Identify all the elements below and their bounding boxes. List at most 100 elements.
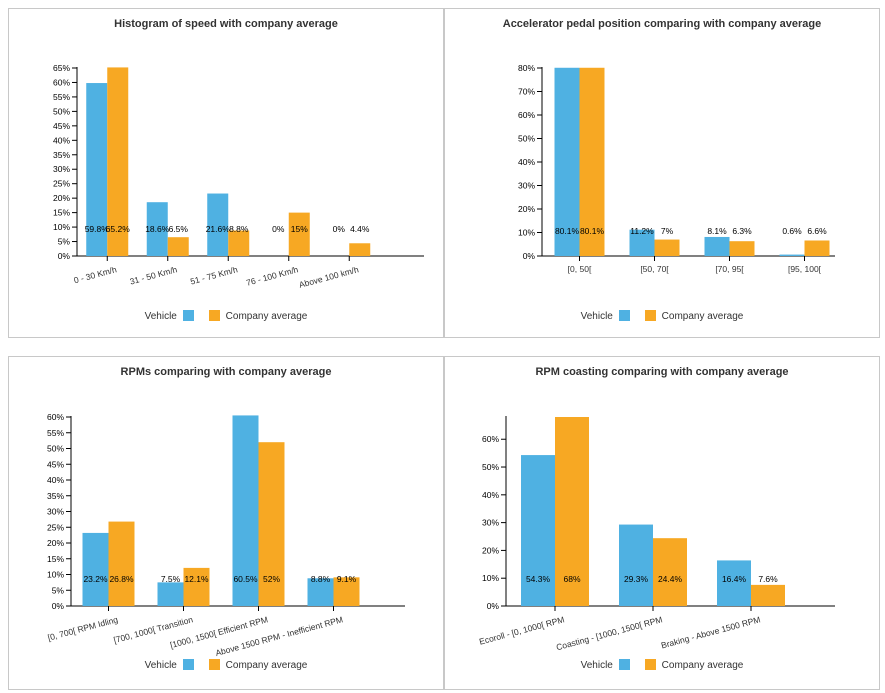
- y-tick-label: 20%: [518, 204, 535, 214]
- data-label: 8.8%: [229, 224, 249, 234]
- data-label: 6.5%: [169, 224, 189, 234]
- y-tick-label: 55%: [47, 428, 64, 438]
- x-tick-label: Ecoroll - [0, 1000[ RPM: [478, 614, 565, 646]
- data-label: 26.8%: [109, 574, 134, 584]
- y-tick-label: 10%: [47, 570, 64, 580]
- data-label: 0%: [272, 224, 285, 234]
- data-label: 80.1%: [555, 226, 580, 236]
- legend-label: Company average: [661, 660, 744, 671]
- bar-vehicle: [619, 524, 653, 606]
- bar-vehicle: [521, 455, 555, 606]
- chart-svg: 0% 5% 10% 15% 20% 25% 30% 35% 40% 45% 50% 55% 60% 23.…: [47, 412, 405, 658]
- y-tick-label: 30%: [518, 181, 535, 191]
- bar-company: [333, 577, 360, 606]
- legend-swatch-company: [208, 310, 220, 321]
- legend-label: Vehicle: [580, 660, 613, 671]
- bar-vehicle: [629, 229, 655, 256]
- legend-swatch-vehicle: [182, 659, 194, 670]
- data-label: 0.6%: [782, 226, 802, 236]
- data-label: 7.6%: [758, 574, 778, 584]
- bar-company: [108, 521, 135, 606]
- y-tick-label: 45%: [53, 121, 70, 131]
- data-label: 59.8%: [85, 224, 110, 234]
- x-tick-label: [95, 100[: [788, 264, 822, 274]
- bar-vehicle: [232, 415, 259, 606]
- data-label: 23.2%: [83, 574, 108, 584]
- y-tick-label: 0%: [52, 601, 65, 611]
- y-tick-label: 40%: [53, 135, 70, 145]
- data-label: 9.1%: [337, 574, 357, 584]
- x-tick-label: [0, 700[ RPM Idling: [47, 614, 120, 642]
- bar-vehicle: [554, 67, 580, 256]
- legend-swatch-company: [644, 659, 656, 670]
- legend-swatch-company: [208, 659, 220, 670]
- y-tick-label: 20%: [53, 193, 70, 203]
- y-tick-label: 40%: [518, 157, 535, 167]
- x-tick-label: Coasting - [1000, 1500[ RPM: [555, 614, 663, 652]
- bar-vehicle: [146, 202, 168, 256]
- data-label: 6.3%: [732, 226, 752, 236]
- legend: Vehicle Company average: [9, 659, 443, 671]
- data-label: 15%: [291, 224, 308, 234]
- x-tick-label: Above 100 km/h: [298, 264, 360, 290]
- data-label: 21.6%: [206, 224, 231, 234]
- bar-company: [579, 67, 605, 256]
- bar-company: [183, 567, 210, 606]
- bar-company: [167, 237, 189, 256]
- legend-item-vehicle[interactable]: Vehicle: [581, 659, 630, 671]
- y-tick-label: 50%: [47, 444, 64, 454]
- y-tick-label: 30%: [47, 507, 64, 517]
- y-tick-label: 0%: [487, 601, 500, 611]
- y-tick-label: 40%: [47, 475, 64, 485]
- data-label: 18.6%: [145, 224, 170, 234]
- data-label: 8.1%: [707, 226, 727, 236]
- y-tick-label: 60%: [518, 110, 535, 120]
- chart-panel-rpm-coasting: RPM coasting comparing with company aver…: [444, 356, 880, 690]
- y-tick-label: 55%: [53, 92, 70, 102]
- legend-item-company[interactable]: Company average: [644, 310, 743, 322]
- legend-label: Company average: [225, 660, 308, 671]
- chart-svg: 0% 10% 20% 30% 40% 50% 60% 70% 80% 80.1% 80.1% [0, …: [518, 63, 835, 274]
- data-label: 65.2%: [106, 224, 131, 234]
- legend-item-company[interactable]: Company average: [208, 310, 308, 322]
- chart-svg: 0% 5% 10% 15% 20% 25% 30% 35% 40% 45% 50% 55% 60% 65%…: [53, 63, 424, 290]
- legend-label: Company average: [225, 311, 308, 322]
- y-tick-label: 10%: [518, 228, 535, 238]
- legend-label: Vehicle: [144, 660, 177, 671]
- bar-vehicle: [207, 193, 229, 256]
- bar-vehicle: [307, 578, 334, 606]
- x-tick-label: [70, 95[: [715, 264, 744, 274]
- chart-panel-speed: Histogram of speed with company average …: [8, 8, 444, 338]
- chart-title: Histogram of speed with company average: [114, 18, 338, 30]
- bar-company: [751, 584, 785, 606]
- y-tick-label: 50%: [518, 134, 535, 144]
- y-tick-label: 30%: [53, 164, 70, 174]
- data-label: 8.8%: [311, 574, 331, 584]
- y-tick-label: 80%: [518, 63, 535, 73]
- bar-vehicle: [717, 560, 751, 606]
- bar-vehicle: [82, 532, 109, 606]
- data-label: 4.4%: [350, 224, 370, 234]
- legend-label: Vehicle: [580, 311, 613, 322]
- data-label: 68%: [563, 574, 580, 584]
- legend: Vehicle Company average: [9, 310, 443, 322]
- bar-company: [228, 230, 250, 256]
- legend: Vehicle Company average: [445, 659, 879, 671]
- legend-item-vehicle[interactable]: Vehicle: [145, 310, 194, 322]
- legend-item-company[interactable]: Company average: [644, 659, 744, 671]
- data-label: 29.3%: [624, 574, 649, 584]
- x-tick-label: [0, 50[: [568, 264, 592, 274]
- legend-swatch-vehicle: [618, 310, 630, 321]
- y-tick-label: 40%: [482, 490, 499, 500]
- legend-item-vehicle[interactable]: Vehicle: [581, 310, 630, 322]
- chart-panel-rpm: RPMs comparing with company average 0% 5%…: [8, 356, 444, 690]
- legend-item-vehicle[interactable]: Vehicle: [145, 659, 194, 671]
- data-label: 12.1%: [184, 574, 209, 584]
- legend-item-company[interactable]: Company average: [208, 659, 308, 671]
- data-label: 16.4%: [722, 574, 747, 584]
- bar-vehicle: [704, 236, 730, 256]
- chart-title: RPMs comparing with company average: [120, 366, 332, 378]
- y-tick-label: 50%: [482, 462, 499, 472]
- bar-company: [107, 67, 129, 256]
- y-tick-label: 20%: [482, 545, 499, 555]
